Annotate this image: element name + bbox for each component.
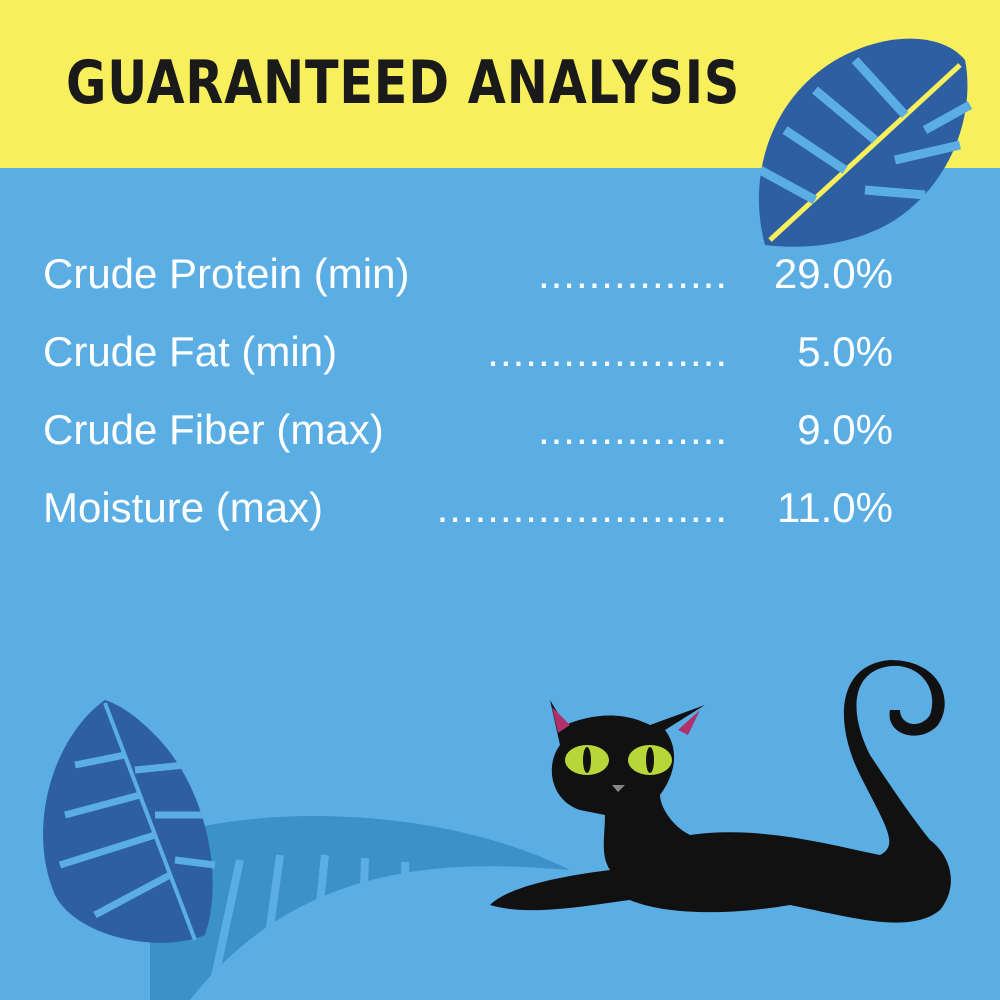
nutrient-label: Crude Protein (min) [43,250,410,297]
nutrient-label: Moisture (max) [43,484,324,531]
analysis-row: Crude Fiber (max) ............... 9.0% [43,406,893,484]
page-title: GUARANTEED ANALYSIS [66,48,741,118]
nutrient-value: 9.0% [797,406,893,453]
black-cat-icon [490,660,951,923]
analysis-table: Crude Protein (min) ............... 29.0… [43,250,893,562]
leaf-top-right-icon [757,38,973,247]
dot-leader: ............... [537,250,728,297]
nutrient-label: Crude Fiber (max) [43,406,384,453]
dot-leader: ............... [537,406,728,453]
analysis-row: Crude Fat (min) ................... 5.0% [43,328,893,406]
dot-leader: ....................... [436,484,728,531]
leaf-bottom-left-icon [43,700,216,943]
dot-leader: ................... [487,328,728,375]
analysis-row: Crude Protein (min) ............... 29.0… [43,250,893,328]
fern-shadow-icon [150,816,570,1000]
nutrient-value: 11.0% [777,484,893,531]
nutrient-value: 5.0% [797,328,893,375]
nutrient-value: 29.0% [773,250,893,297]
analysis-row: Moisture (max) ....................... 1… [43,484,893,562]
nutrient-label: Crude Fat (min) [43,328,338,375]
